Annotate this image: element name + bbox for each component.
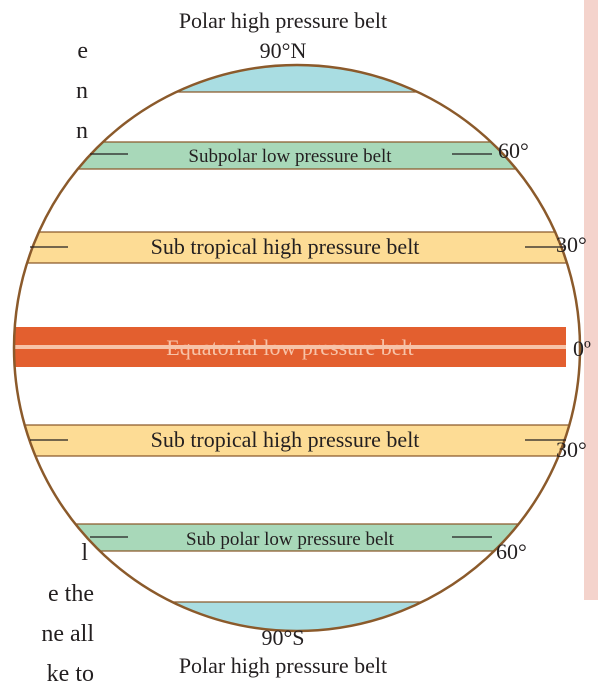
- latitude-30n: 30°: [556, 232, 587, 257]
- equatorial-stripe: [14, 345, 566, 349]
- label-subpolar-north: Subpolar low pressure belt: [188, 146, 392, 167]
- text-fragment: ke to: [47, 661, 94, 681]
- latitude-30s: 30°: [556, 437, 587, 462]
- text-fragment: e the: [48, 581, 94, 607]
- bottom-title: Polar high pressure belt: [179, 653, 387, 678]
- bottom-latitude: 90°S: [261, 625, 304, 650]
- top-latitude: 90°N: [260, 38, 307, 63]
- text-fragment: n: [76, 118, 88, 144]
- top-title: Polar high pressure belt: [179, 8, 387, 33]
- side-bar: [584, 0, 598, 600]
- latitude-0: 0º: [573, 336, 591, 361]
- label-subpolar-south: Sub polar low pressure belt: [186, 529, 395, 550]
- subpolar-low-north-band: [14, 142, 580, 169]
- text-fragment: n: [76, 78, 88, 104]
- subtropical-high-north-band: [14, 232, 580, 263]
- label-equatorial: Equatorial low pressure belt: [166, 335, 413, 360]
- text-fragment: e: [77, 38, 88, 64]
- text-fragment: ne all: [41, 621, 94, 647]
- globe-outline: [12, 63, 582, 633]
- label-subtropical-south: Sub tropical high pressure belt: [151, 427, 420, 452]
- label-subtropical-north: Sub tropical high pressure belt: [151, 234, 420, 259]
- belt-tick-lines: [30, 153, 566, 538]
- text-fragment: l: [81, 540, 88, 566]
- subtropical-high-south-band: [14, 425, 580, 456]
- latitude-60s: 60°: [496, 539, 527, 564]
- latitude-60n: 60°: [498, 138, 529, 163]
- polar-high-north-band: [14, 65, 580, 92]
